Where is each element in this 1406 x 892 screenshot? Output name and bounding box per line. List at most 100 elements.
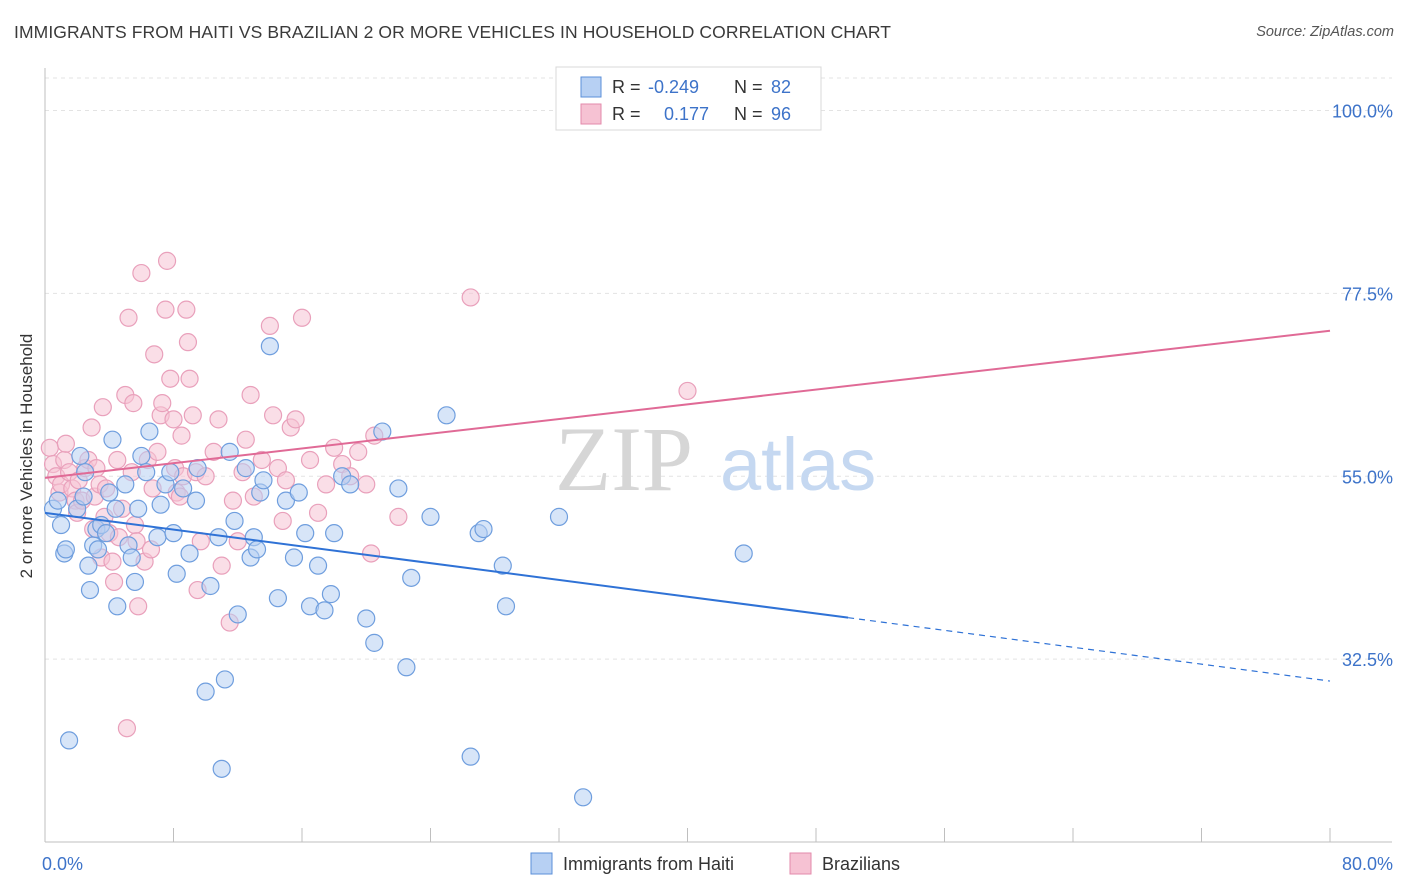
haiti-point-11 bbox=[80, 580, 100, 600]
haiti-point-78 bbox=[734, 544, 753, 563]
y-tick-label-3: 100.0% bbox=[1332, 102, 1393, 122]
brazilians-point-71 bbox=[241, 385, 260, 405]
stats-r-label-0: R = bbox=[612, 77, 641, 97]
haiti-point-30 bbox=[161, 463, 180, 482]
haiti-point-24 bbox=[132, 446, 151, 466]
x-tick-label-0: 0.0% bbox=[42, 854, 83, 874]
haiti-point-47 bbox=[247, 540, 267, 559]
haiti-point-42 bbox=[225, 511, 244, 531]
brazilians-point-55 bbox=[177, 300, 196, 319]
brazilians-point-85 bbox=[325, 438, 344, 457]
haiti-point-36 bbox=[196, 682, 215, 701]
haiti-point-63 bbox=[357, 609, 376, 628]
legend-label-haiti: Immigrants from Haiti bbox=[563, 854, 734, 874]
stats-r-value-0: -0.249 bbox=[648, 77, 699, 97]
brazilians-point-36 bbox=[129, 597, 148, 616]
haiti-point-73 bbox=[474, 519, 493, 539]
stats-n-value-0: 82 bbox=[771, 77, 791, 97]
y-tick-label-1: 55.0% bbox=[1342, 467, 1393, 487]
haiti-point-53 bbox=[284, 548, 304, 567]
brazilians-point-75 bbox=[263, 406, 283, 425]
haiti-point-39 bbox=[212, 759, 231, 778]
brazilians-point-92 bbox=[389, 507, 408, 526]
haiti-point-33 bbox=[174, 479, 193, 498]
haiti-point-21 bbox=[122, 548, 141, 567]
haiti-point-17 bbox=[103, 430, 122, 449]
brazilians-point-93 bbox=[461, 288, 480, 307]
haiti-point-60 bbox=[325, 524, 344, 543]
haiti-point-18 bbox=[108, 597, 127, 616]
stats-n-value-1: 96 bbox=[771, 104, 791, 124]
haiti-point-5 bbox=[59, 731, 79, 750]
brazilians-point-56 bbox=[178, 333, 198, 352]
brazilians-point-46 bbox=[156, 300, 175, 319]
haiti-point-49 bbox=[254, 471, 273, 490]
stats-n-label-0: N = bbox=[734, 77, 763, 97]
haiti-point-7 bbox=[71, 446, 90, 466]
grid bbox=[45, 77, 1392, 660]
brazilians-point-74 bbox=[260, 316, 279, 335]
brazilians-point-77 bbox=[273, 511, 292, 531]
legend-swatch-haiti bbox=[530, 852, 553, 875]
brazilians-point-25 bbox=[103, 552, 122, 571]
brazilians-point-78 bbox=[276, 471, 296, 490]
brazilians-point-48 bbox=[161, 369, 180, 388]
stats-swatch-haiti bbox=[580, 76, 602, 98]
haiti-point-22 bbox=[125, 572, 145, 592]
haiti-point-80 bbox=[106, 499, 125, 518]
haiti-point-51 bbox=[268, 589, 288, 608]
brazilians-point-67 bbox=[223, 491, 243, 510]
haiti-point-55 bbox=[296, 524, 315, 543]
brazilians-point-53 bbox=[172, 426, 191, 445]
brazilians-point-42 bbox=[145, 345, 164, 364]
brazilians-trend-line bbox=[44, 329, 1331, 479]
haiti-point-75 bbox=[496, 597, 516, 616]
brazilians-point-43 bbox=[148, 442, 167, 461]
brazilians-point-84 bbox=[316, 475, 336, 494]
haiti-point-77 bbox=[573, 788, 593, 807]
y-tick-label-0: 32.5% bbox=[1342, 650, 1393, 670]
haiti-point-64 bbox=[365, 633, 384, 652]
haiti-point-76 bbox=[549, 507, 569, 526]
brazilians-point-90 bbox=[361, 544, 381, 563]
brazilians-point-83 bbox=[308, 503, 328, 522]
series-legend: Immigrants from Haiti Brazilians bbox=[530, 852, 900, 875]
brazilians-point-89 bbox=[357, 475, 376, 494]
haiti-point-43 bbox=[228, 605, 247, 624]
haiti-point-23 bbox=[129, 499, 148, 518]
brazilians-point-0 bbox=[40, 438, 59, 457]
haiti-point-4 bbox=[56, 540, 75, 559]
haiti-point-66 bbox=[389, 479, 408, 498]
brazilians-point-47 bbox=[157, 251, 177, 270]
haiti-point-67 bbox=[397, 658, 416, 677]
haiti-point-44 bbox=[236, 459, 255, 478]
watermark-atlas: atlas bbox=[720, 423, 876, 506]
haiti-point-70 bbox=[437, 406, 456, 425]
brazilians-point-95 bbox=[117, 719, 137, 738]
haiti-point-81 bbox=[186, 491, 206, 510]
y-tick-label-2: 77.5% bbox=[1342, 284, 1393, 304]
haiti-point-31 bbox=[164, 524, 183, 543]
haiti-point-59 bbox=[321, 585, 341, 604]
brazilians-point-31 bbox=[119, 308, 138, 327]
brazilians-point-37 bbox=[132, 263, 151, 283]
haiti-point-28 bbox=[151, 495, 170, 514]
brazilians-point-70 bbox=[236, 430, 255, 449]
brazilians-point-27 bbox=[108, 450, 127, 470]
brazilians-point-58 bbox=[183, 406, 202, 425]
haiti-point-2 bbox=[51, 515, 71, 535]
haiti-point-19 bbox=[116, 475, 135, 494]
stats-r-label-1: R = bbox=[612, 104, 641, 124]
haiti-point-74 bbox=[493, 556, 512, 575]
brazilians-point-6 bbox=[56, 434, 75, 453]
haiti-point-35 bbox=[188, 459, 207, 478]
legend-label-brazilians: Brazilians bbox=[822, 854, 900, 874]
haiti-point-16 bbox=[100, 483, 119, 502]
haiti-trend-line bbox=[44, 511, 849, 619]
brazilians-point-57 bbox=[180, 369, 199, 388]
haiti-point-57 bbox=[308, 556, 328, 575]
haiti-point-37 bbox=[201, 576, 220, 596]
haiti-point-26 bbox=[140, 422, 159, 441]
brazilians-point-21 bbox=[93, 398, 112, 417]
